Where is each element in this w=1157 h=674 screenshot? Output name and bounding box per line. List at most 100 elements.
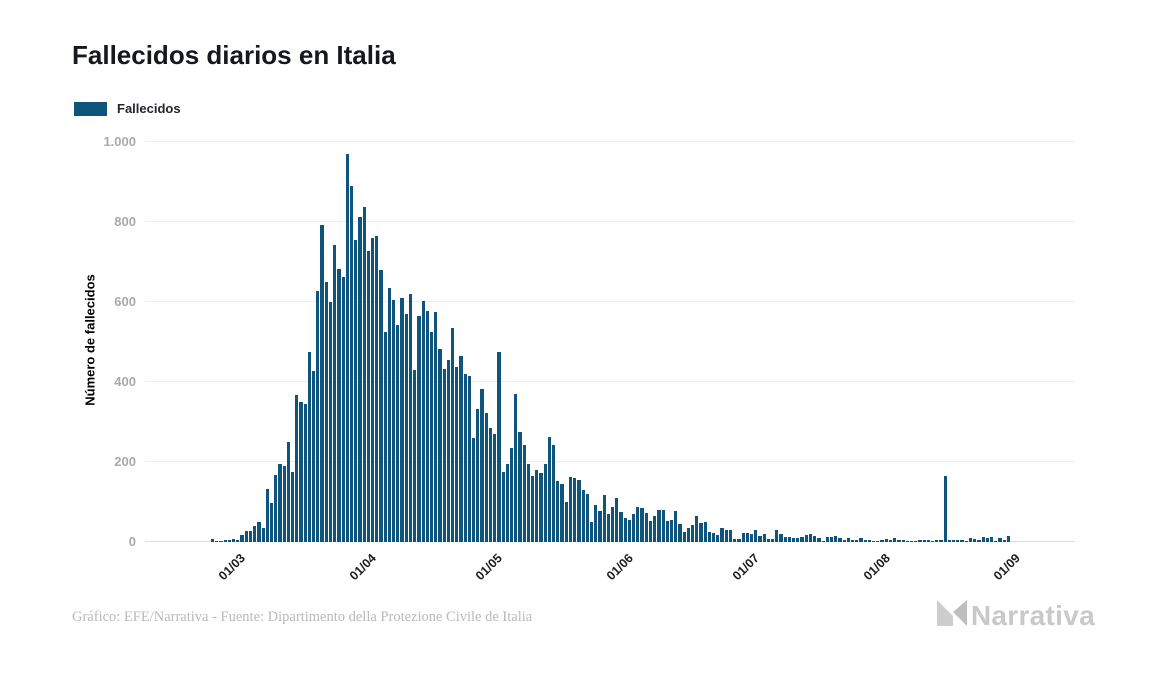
bar	[497, 352, 501, 542]
bar	[438, 349, 442, 542]
bar	[703, 522, 707, 542]
bar	[215, 540, 219, 542]
bar	[379, 269, 383, 542]
bar	[737, 538, 741, 542]
bar	[518, 432, 522, 542]
y-tick-label: 400	[114, 374, 136, 389]
gridline-600	[145, 301, 1075, 302]
bar	[425, 310, 429, 542]
bar	[905, 540, 909, 542]
bar	[749, 533, 754, 542]
y-tick-label: 0	[128, 534, 136, 549]
bar	[413, 369, 417, 542]
bar	[219, 541, 223, 542]
gridline-800	[145, 221, 1075, 222]
bar	[665, 520, 669, 542]
bar	[994, 540, 998, 542]
bar	[358, 217, 362, 542]
x-tick-label: 01/08	[860, 551, 893, 584]
bar	[884, 538, 888, 542]
bar	[299, 402, 303, 542]
bar	[779, 534, 783, 542]
bar	[543, 464, 547, 542]
bar	[282, 466, 286, 542]
bar	[505, 464, 509, 542]
bar	[383, 332, 387, 542]
gridline-200	[145, 461, 1075, 462]
bar	[429, 332, 434, 542]
bar	[716, 534, 720, 542]
bar	[371, 238, 375, 542]
bar	[307, 352, 312, 542]
narrativa-logo-icon	[936, 599, 968, 632]
bar	[644, 513, 648, 542]
bar	[699, 523, 703, 542]
bar	[472, 438, 476, 542]
bar	[400, 298, 404, 542]
gridline-0	[145, 541, 1075, 542]
bar	[434, 312, 438, 542]
bar	[484, 412, 488, 542]
y-tick-label: 1.000	[103, 134, 136, 149]
bar	[488, 428, 493, 542]
bar	[619, 512, 623, 542]
bar	[968, 538, 973, 542]
bar	[286, 442, 290, 542]
bar	[526, 464, 530, 542]
bar	[417, 315, 421, 542]
bar	[404, 314, 408, 542]
bar	[354, 239, 358, 542]
bar	[728, 530, 733, 542]
bar	[493, 434, 497, 542]
bar	[265, 488, 269, 542]
bar	[585, 494, 589, 542]
legend-item-fallecidos[interactable]: Fallecidos	[74, 101, 181, 116]
bar	[345, 154, 349, 542]
bar	[846, 538, 850, 542]
bar	[838, 538, 842, 542]
bar	[514, 394, 518, 542]
x-tick-label: 01/05	[473, 551, 506, 584]
bar	[227, 540, 232, 542]
bar	[573, 477, 577, 542]
bar	[855, 540, 859, 542]
bar	[733, 538, 737, 542]
bar	[535, 470, 539, 542]
bar	[244, 531, 248, 542]
bar	[581, 490, 585, 542]
bar	[918, 540, 922, 542]
bar	[291, 472, 295, 542]
bar	[834, 536, 838, 542]
bar	[796, 538, 800, 542]
bar	[669, 519, 674, 542]
bar	[476, 408, 480, 542]
bar	[295, 394, 299, 542]
bar	[615, 497, 619, 542]
y-tick-label: 800	[114, 214, 136, 229]
bar	[825, 536, 829, 542]
bar	[973, 539, 977, 542]
bar	[691, 524, 695, 542]
y-tick-label: 200	[114, 454, 136, 469]
x-tick-label: 01/04	[346, 551, 379, 584]
bar	[981, 536, 985, 542]
bar	[312, 371, 316, 542]
bar	[901, 539, 905, 542]
bar	[522, 444, 526, 542]
bar	[396, 325, 400, 542]
bar	[712, 532, 716, 542]
bar	[589, 522, 594, 542]
bar	[421, 301, 425, 542]
bar	[1002, 540, 1006, 542]
bar	[926, 539, 930, 542]
bar	[564, 502, 568, 542]
bar	[636, 506, 640, 542]
bar	[985, 538, 989, 542]
bar	[316, 291, 320, 542]
bar	[627, 520, 632, 542]
bar	[960, 539, 964, 542]
bar	[632, 513, 636, 542]
bar	[501, 472, 505, 542]
narrativa-logo: Narrativa	[936, 599, 1095, 632]
bar	[914, 541, 918, 542]
